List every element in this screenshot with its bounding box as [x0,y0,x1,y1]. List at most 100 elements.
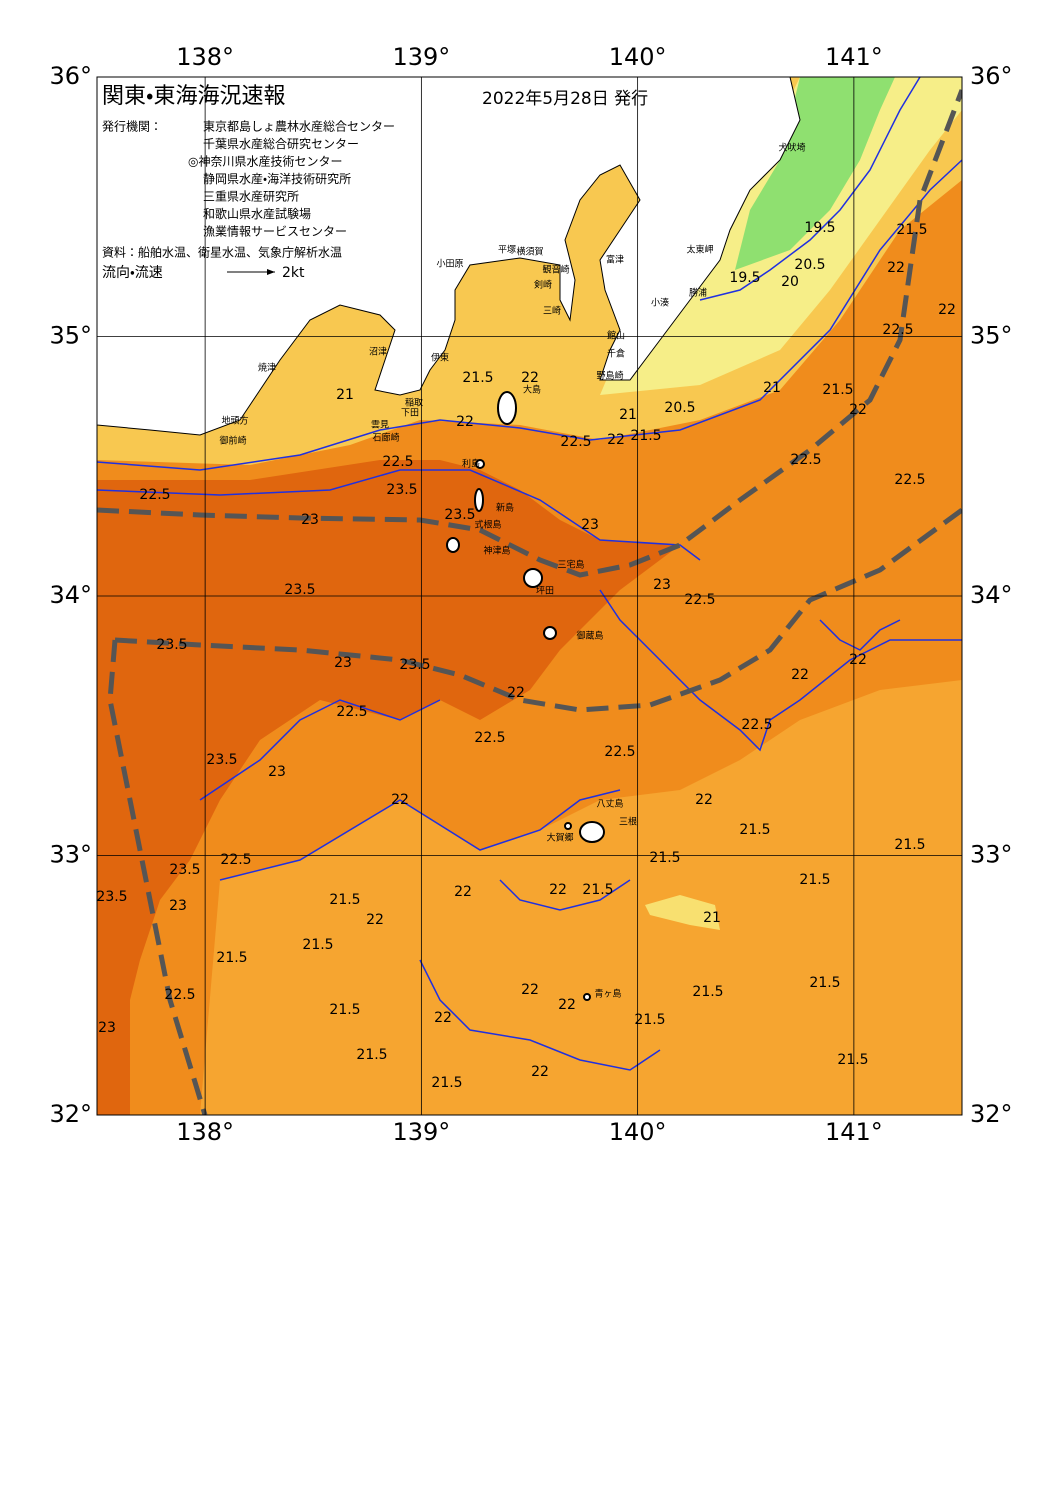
place-name: 新島 [496,502,514,514]
place-name: 利島 [462,458,480,470]
isotherm-label: 20 [781,274,799,290]
isotherm-label: 23.5 [206,752,237,768]
issuer: 漁業情報サービスセンター [203,225,347,239]
isotherm-label: 21.5 [582,882,613,898]
isotherm-label: 21 [763,380,781,396]
cold-water [735,77,895,270]
lon-label-top: 138° [176,43,234,71]
isotherm-label: 22.5 [220,852,251,868]
place-name: 大賀郷 [546,832,573,844]
place-name: 富津 [606,254,624,266]
isotherm-label: 19.5 [729,270,760,286]
lat-label-right: 33° [970,841,1013,869]
isotherm-label: 21.5 [462,370,493,386]
isotherm-label: 23.5 [386,482,417,498]
isotherm-label: 21.5 [431,1075,462,1091]
isotherm-label: 23 [581,517,599,533]
place-name: 観音崎 [542,264,569,276]
isotherm-label: 20.5 [794,257,825,273]
isotherm-label: 23.5 [156,637,187,653]
place-name: 地頭方 [221,415,248,427]
isotherm-label: 22 [607,432,625,448]
isotherm-label: 22 [391,792,409,808]
isotherm-label: 22 [849,652,867,668]
lat-label-right: 34° [970,581,1013,609]
place-name: 三崎 [543,305,561,317]
issuer: 東京都島しょ農林水産総合センター [203,119,395,134]
isotherm-label: 22 [849,402,867,418]
isotherm-label: 21 [619,407,637,423]
place-name: 千倉 [607,349,625,360]
isotherm-label: 22 [549,882,567,898]
isotherm-label: 22 [791,667,809,683]
isotherm-label: 23 [268,764,286,780]
isotherm-label: 21.5 [216,950,247,966]
isotherm-label: 22 [887,260,905,276]
isotherm-label: 21.5 [634,1012,665,1028]
kuroshio-path [97,89,962,1115]
lat-label-right: 35° [970,322,1013,350]
isotherm-label: 21.5 [896,222,927,238]
isotherm-label: 22 [558,997,576,1013]
lon-label-bottom: 141° [825,1118,883,1146]
isotherm-label: 22.5 [894,472,925,488]
lat-label-left: 34° [49,581,92,609]
isotherm-label: 22 [695,792,713,808]
place-name: 三根 [619,816,637,828]
isotherm-label: 22 [521,982,539,998]
place-name: 青ヶ島 [594,988,621,1000]
isotherm-label: 21.5 [837,1052,868,1068]
isotherm-label: 21.5 [809,975,840,991]
isotherm-label: 22 [531,1064,549,1080]
isotherm-label: 20.5 [664,400,695,416]
isotherm-label: 21.5 [799,872,830,888]
place-name: 下田 [401,408,419,419]
islands [446,391,605,1001]
isotherm-label: 22.5 [604,744,635,760]
isotherm-label: 23 [334,655,352,671]
isotherm-label: 23 [169,898,187,914]
isotherm-label: 21 [336,387,354,403]
place-name: 式根島 [474,519,501,531]
place-name: 勝浦 [689,287,707,299]
isotherm-label: 21.5 [739,822,770,838]
place-name: 剣崎 [534,279,552,291]
isotherm-label: 21.5 [894,837,925,853]
isotherm-label: 21 [703,910,721,926]
place-name: 伊東 [431,352,449,364]
isotherm-label: 23.5 [284,582,315,598]
isotherm-label: 21.5 [329,1002,360,1018]
place-name: 神津島 [483,545,510,557]
place-name: 八丈島 [596,798,623,810]
isotherm-label: 23.5 [96,889,127,905]
isotherm-label: 22.5 [336,704,367,720]
place-name: 館山 [607,330,625,342]
isotherm-label: 22 [456,414,474,430]
cooler-water [200,680,962,1115]
issuer: 三重県水産研究所 [203,190,299,204]
isotherm-label: 21.5 [649,850,680,866]
place-name: 石廊崎 [372,432,399,444]
lat-label-left: 32° [49,1100,92,1128]
warm-water [97,460,680,1115]
issuer: 和歌山県水産試験場 [203,206,311,221]
place-name: 御前崎 [219,435,246,447]
graticule [97,77,962,1115]
isotherm-label: 21.5 [329,892,360,908]
isotherm-label: 22.5 [474,730,505,746]
lat-label-left: 36° [49,62,92,90]
isotherm-label: 23 [653,577,671,593]
flow-arrowhead [267,269,275,275]
isotherm-label: 22.5 [164,987,195,1003]
place-name: 横須賀 [516,246,543,258]
place-name: 坪田 [536,586,554,597]
lon-label-top: 140° [609,43,667,71]
isotherm-label: 23 [98,1020,116,1036]
isotherm-label: 21.5 [630,428,661,444]
isotherm-label: 22.5 [560,434,591,450]
title: 関東・東海海況速報 [102,84,285,109]
lon-label-top: 141° [825,43,883,71]
lat-label-left: 35° [49,322,92,350]
issuer: 静岡県水産・海洋技術研究所 [203,171,351,186]
